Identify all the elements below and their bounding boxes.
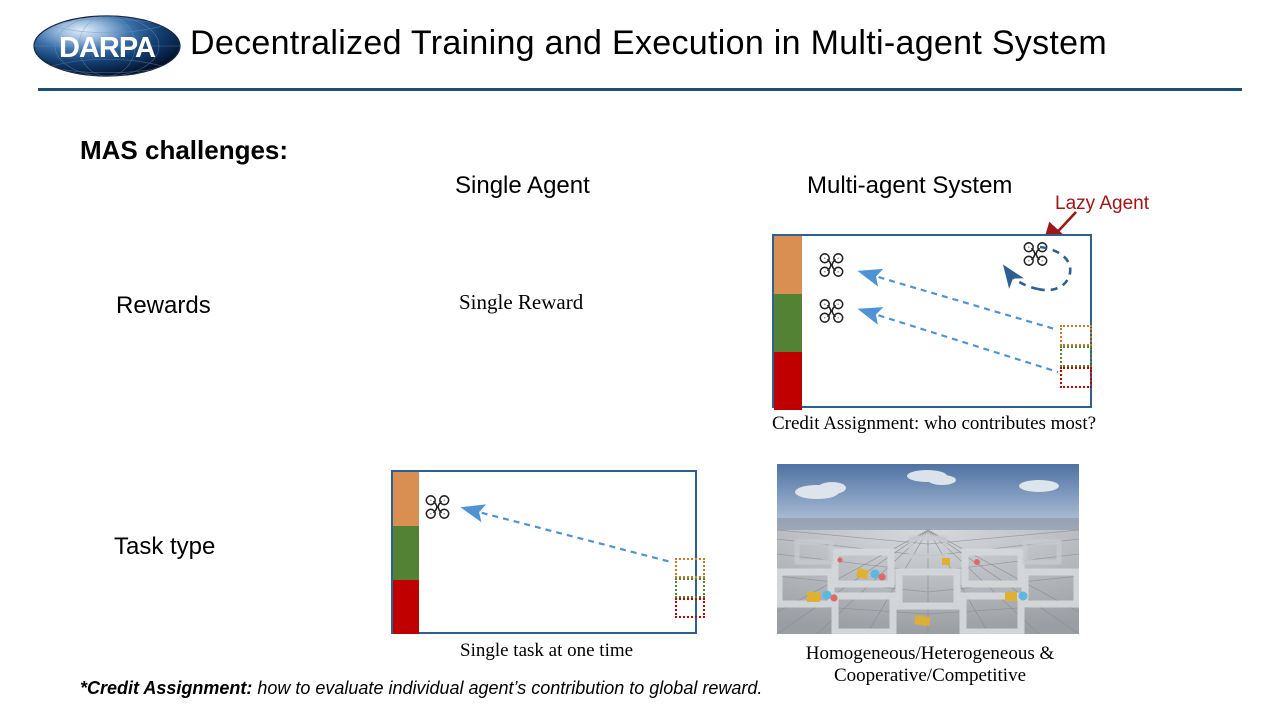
svg-text:DARPA: DARPA <box>59 32 156 64</box>
